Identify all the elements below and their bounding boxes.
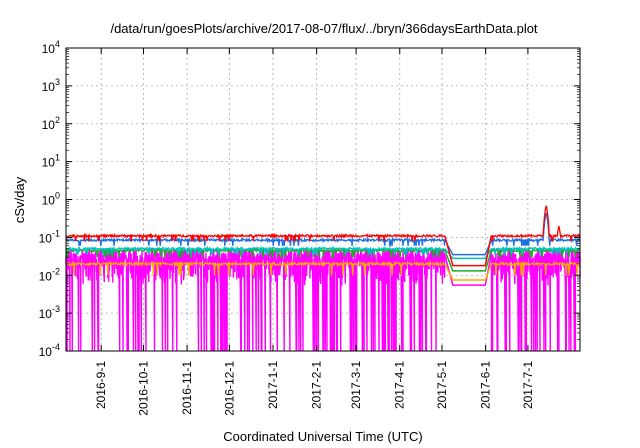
x-tick-label: 2017-5-1 <box>435 361 449 409</box>
x-axis-ticks: 2016-9-1 2016-10-1 2016-11-1 2016-12-1 2017-… <box>94 48 535 416</box>
gap-connector-line <box>444 235 493 267</box>
y-tick-exponent: -3 <box>52 304 60 314</box>
x-tick-label: 2017-3-1 <box>349 361 363 409</box>
series-line <box>65 236 446 247</box>
x-tick-label: 2017-7-1 <box>521 361 535 409</box>
y-tick-exponent: -2 <box>52 266 60 276</box>
gap-connector-line <box>444 239 492 256</box>
y-tick-exponent: -1 <box>52 228 60 238</box>
x-tick-label: 2017-2-1 <box>310 361 324 409</box>
x-tick-label: 2017-4-1 <box>393 361 407 409</box>
gap-connector-line <box>444 250 493 272</box>
y-tick-label: 102 <box>42 115 60 132</box>
gap-connectors <box>444 235 493 286</box>
series-layer <box>65 205 581 352</box>
x-tick-label: 2016-11-1 <box>180 361 194 415</box>
series-line <box>491 261 581 276</box>
y-tick-label: 10-2 <box>39 266 60 283</box>
series-line <box>65 245 446 255</box>
series-line <box>65 247 446 352</box>
x-tick-label: 2016-10-1 <box>136 361 150 416</box>
y-tick-exponent: 1 <box>55 153 60 163</box>
y-axis-label: cSv/day <box>12 176 27 223</box>
y-tick-label: 103 <box>42 77 60 94</box>
series-line <box>490 248 581 352</box>
y-tick-label: 101 <box>42 153 60 170</box>
x-tick-label: 2016-12-1 <box>222 361 236 416</box>
y-tick-label: 104 <box>42 39 60 56</box>
x-axis-label: Coordinated Universal Time (UTC) <box>223 429 422 444</box>
y-tick-exponent: 4 <box>55 39 60 49</box>
series-line <box>65 232 446 242</box>
x-tick-label: 2017-6-1 <box>479 361 493 409</box>
y-tick-label: 100 <box>42 191 60 208</box>
y-tick-exponent: 0 <box>55 191 60 201</box>
series-line <box>490 245 581 256</box>
series-line <box>65 260 446 276</box>
y-tick-exponent: -4 <box>52 342 60 352</box>
gap-connector-line <box>444 263 492 281</box>
series-line <box>65 247 446 258</box>
y-tick-exponent: 2 <box>55 115 60 125</box>
y-tick-label: 10-4 <box>39 342 60 359</box>
x-tick-label: 2017-1-1 <box>266 361 280 409</box>
series-line <box>490 212 581 246</box>
series-line <box>490 205 581 242</box>
x-tick-label: 2016-9-1 <box>94 361 108 409</box>
chart-title: /data/run/goesPlots/archive/2017-08-07/f… <box>110 21 537 36</box>
y-tick-label: 10-1 <box>39 228 60 245</box>
y-tick-label: 10-3 <box>39 304 60 321</box>
y-tick-exponent: 3 <box>55 77 60 87</box>
